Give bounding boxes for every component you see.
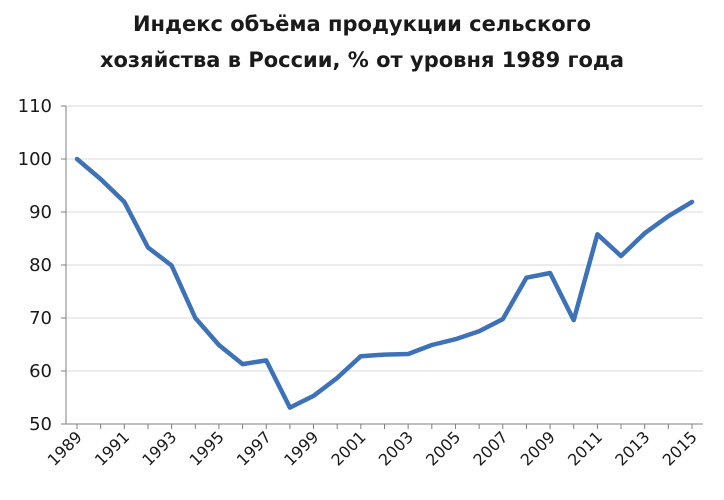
x-tick-label-1993: 1993: [138, 427, 180, 469]
x-tick-label-2001: 2001: [327, 427, 369, 469]
chart-title: Индекс объёма продукции сельского хозяйс…: [0, 6, 724, 78]
x-tick-label-2003: 2003: [375, 427, 417, 469]
chart-title-line-1: Индекс объёма продукции сельского: [132, 12, 592, 36]
y-tick-label-80: 80: [29, 255, 52, 276]
y-tick-label-100: 100: [18, 149, 52, 170]
gridlines: [66, 105, 703, 372]
x-axis-ticks: 1989 1991 1993 1995 1997 1999 2001 2003 2005 2007…: [44, 427, 701, 469]
y-tick-label-70: 70: [29, 308, 52, 329]
x-tick-label-1991: 1991: [91, 427, 133, 469]
y-axis-ticks: 50 60 70 80 90 100 110: [18, 96, 52, 435]
x-tick-label-2007: 2007: [469, 427, 511, 469]
x-tick-label-2005: 2005: [422, 427, 464, 469]
y-tick-label-60: 60: [29, 361, 52, 382]
chart-title-line-2: хозяйства в России, % от уровня 1989 год…: [99, 48, 625, 72]
y-tick-label-50: 50: [29, 414, 52, 435]
series-line-0: [74, 156, 695, 410]
x-tick-label-1999: 1999: [280, 427, 322, 469]
y-tick-label-90: 90: [29, 202, 52, 223]
x-tick-label-2009: 2009: [517, 427, 559, 469]
x-tick-label-1995: 1995: [186, 427, 228, 469]
axes: [61, 105, 703, 429]
x-tick-label-2011: 2011: [564, 427, 606, 469]
x-tick-label-1997: 1997: [233, 427, 275, 469]
series-group: [74, 156, 695, 410]
y-tick-label-110: 110: [18, 96, 52, 117]
x-tick-label-2013: 2013: [611, 427, 653, 469]
x-tick-label-2015: 2015: [659, 427, 701, 469]
